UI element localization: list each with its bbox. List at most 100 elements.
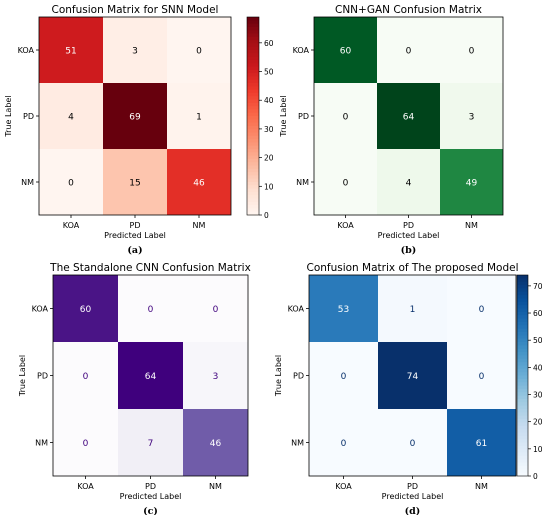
y-tick-label: KOA bbox=[288, 305, 305, 314]
colorbar-segment bbox=[517, 331, 528, 336]
colorbar-segment bbox=[247, 86, 259, 91]
heatmap-cell bbox=[378, 275, 447, 342]
colorbar-segment bbox=[517, 355, 528, 360]
colorbar-segment bbox=[517, 278, 528, 283]
x-tick-label: NM bbox=[465, 221, 478, 230]
colorbar-segment bbox=[247, 76, 259, 81]
cell-value-label: 1 bbox=[196, 113, 202, 123]
colorbar-segment bbox=[517, 395, 528, 400]
colorbar-segment bbox=[517, 435, 528, 440]
colorbar-tick-label: 10 bbox=[533, 445, 543, 454]
colorbar-segment bbox=[247, 106, 259, 110]
colorbar-segment bbox=[247, 40, 259, 44]
x-axis-label: Predicted Label bbox=[120, 492, 182, 501]
colorbar-segment bbox=[247, 17, 259, 21]
colorbar-segment bbox=[517, 362, 528, 367]
colorbar-segment bbox=[517, 388, 528, 393]
colorbar-segment bbox=[517, 348, 528, 353]
colorbar-segment bbox=[517, 425, 528, 430]
colorbar-segment bbox=[517, 305, 528, 310]
heatmap-cell bbox=[378, 409, 447, 476]
cell-value-label: 0 bbox=[479, 305, 485, 315]
colorbar-segment bbox=[247, 99, 259, 104]
colorbar-segment bbox=[517, 298, 528, 303]
colorbar-segment bbox=[517, 365, 528, 370]
heatmap-cell bbox=[309, 275, 378, 342]
panel-caption: (d) bbox=[405, 506, 421, 515]
cell-value-label: 4 bbox=[68, 113, 74, 123]
cell-value-label: 64 bbox=[145, 372, 157, 382]
colorbar-segment bbox=[247, 135, 259, 140]
heatmap-cell bbox=[183, 275, 248, 342]
colorbar-segment bbox=[247, 172, 259, 176]
colorbar-segment bbox=[247, 43, 259, 48]
heatmap-cell bbox=[118, 409, 183, 476]
heatmap-cell bbox=[39, 83, 103, 149]
colorbar-segment bbox=[517, 445, 528, 450]
cell-value-label: 60 bbox=[340, 47, 352, 57]
heatmap-cell bbox=[447, 342, 516, 409]
x-tick-label: NM bbox=[209, 482, 222, 491]
x-tick-label: PD bbox=[130, 221, 141, 230]
colorbar-segment bbox=[517, 352, 528, 356]
x-axis-label: Predicted Label bbox=[104, 231, 166, 240]
colorbar-segment bbox=[247, 208, 259, 213]
colorbar-segment bbox=[247, 152, 259, 157]
colorbar-segment bbox=[517, 288, 528, 293]
colorbar-tick-label: 40 bbox=[264, 96, 274, 105]
colorbar-segment bbox=[247, 50, 259, 54]
colorbar-segment bbox=[247, 23, 259, 28]
colorbar-segment bbox=[517, 281, 528, 286]
y-tick-label: NM bbox=[291, 439, 304, 448]
colorbar-segment bbox=[517, 469, 528, 474]
colorbar-segment bbox=[517, 422, 528, 427]
colorbar-segment bbox=[247, 122, 259, 127]
heatmap-cell bbox=[53, 409, 118, 476]
colorbar-frame bbox=[516, 274, 529, 477]
colorbar-segment bbox=[517, 318, 528, 323]
colorbar-segment bbox=[247, 145, 259, 150]
colorbar-segment bbox=[247, 46, 259, 51]
colorbar-segment bbox=[517, 291, 528, 296]
heatmap-cell bbox=[440, 17, 503, 83]
panel-caption: (b) bbox=[401, 245, 417, 256]
panel-caption: (c) bbox=[143, 506, 158, 515]
colorbar-tick-label: 20 bbox=[264, 154, 274, 163]
heatmap-cell bbox=[167, 17, 231, 83]
heatmap-cell bbox=[53, 342, 118, 409]
heatmap-cell bbox=[39, 17, 103, 83]
heatmap-cell bbox=[167, 149, 231, 215]
y-tick-label: PD bbox=[23, 112, 34, 121]
heatmap-cell bbox=[440, 83, 503, 149]
cell-value-label: 0 bbox=[341, 439, 347, 449]
cell-value-label: 0 bbox=[213, 305, 219, 315]
cell-value-label: 60 bbox=[80, 305, 92, 315]
x-axis-label: Predicted Label bbox=[382, 492, 444, 501]
y-tick-label: KOA bbox=[32, 305, 49, 314]
heatmap-cell bbox=[309, 409, 378, 476]
y-axis-label: True Label bbox=[274, 355, 283, 397]
cell-value-label: 0 bbox=[343, 113, 349, 123]
cell-value-label: 69 bbox=[129, 113, 141, 123]
cell-value-label: 0 bbox=[479, 372, 485, 382]
colorbar-segment bbox=[517, 459, 528, 464]
colorbar-segment bbox=[517, 442, 528, 447]
colorbar-tick-label: 10 bbox=[264, 182, 274, 191]
colorbar-segment bbox=[247, 132, 259, 137]
colorbar-segment bbox=[517, 295, 528, 300]
colorbar-segment bbox=[247, 198, 259, 203]
colorbar-segment bbox=[247, 139, 259, 143]
colorbar-segment bbox=[517, 382, 528, 387]
cell-value-label: 53 bbox=[338, 305, 349, 315]
colorbar-segment bbox=[247, 188, 259, 193]
colorbar-segment bbox=[247, 155, 259, 160]
colorbar-segment bbox=[517, 315, 528, 320]
cell-value-label: 51 bbox=[65, 47, 76, 57]
cell-value-label: 3 bbox=[469, 113, 475, 123]
colorbar-segment bbox=[517, 311, 528, 316]
x-tick-label: KOA bbox=[63, 221, 80, 230]
colorbar-tick-label: 40 bbox=[533, 363, 543, 372]
colorbar-segment bbox=[247, 36, 259, 41]
y-tick-label: NM bbox=[296, 178, 309, 187]
